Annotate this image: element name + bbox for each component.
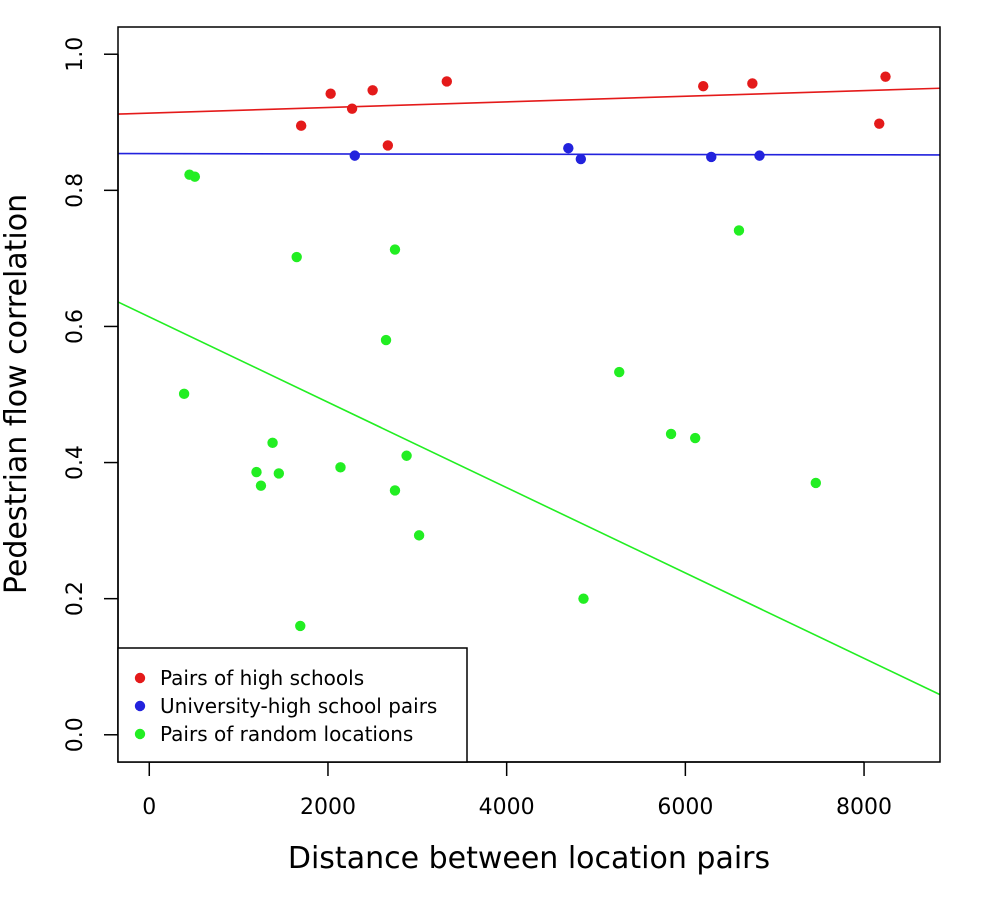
point-series-2-19: [689, 432, 701, 444]
fit-line-series-0: [117, 87, 941, 115]
point-series-1-2: [575, 153, 587, 165]
y-axis-title: Pedestrian flow correlation: [0, 194, 34, 594]
x-axis-title: Distance between location pairs: [288, 841, 770, 876]
point-series-2-2: [178, 388, 190, 400]
y-tick-label: 0.2: [63, 581, 88, 616]
point-series-1-1: [563, 142, 574, 154]
point-series-2-5: [267, 437, 278, 449]
point-series-1-0: [349, 150, 360, 161]
x-axis: 0 2000 4000 6000 8000: [142, 761, 892, 820]
point-series-2-4: [255, 480, 267, 491]
point-series-0-5: [441, 76, 452, 87]
y-tick-label: 0.0: [63, 717, 88, 752]
point-series-2-8: [295, 620, 306, 632]
y-tick-label: 0.4: [63, 445, 88, 480]
point-series-0-4: [382, 140, 394, 151]
legend-marker-1: [134, 700, 146, 712]
point-series-2-3: [251, 466, 262, 478]
point-series-2-18: [665, 428, 677, 440]
y-tick-label: 0.8: [63, 173, 88, 208]
point-series-0-3: [367, 85, 378, 96]
point-series-0-8: [874, 118, 885, 129]
point-series-2-17: [614, 366, 625, 378]
point-series-2-7: [291, 251, 302, 263]
point-series-2-11: [389, 244, 401, 255]
point-series-1-3: [706, 151, 717, 163]
legend: Pairs of high schools University-high sch…: [117, 647, 468, 763]
legend-marker-0: [134, 672, 146, 684]
point-series-2-20: [733, 225, 745, 236]
fit-line-series-2: [117, 301, 941, 696]
legend-label-2: Pairs of random locations: [160, 722, 413, 746]
x-tick-label: 8000: [836, 795, 892, 820]
x-tick-label: 0: [142, 795, 156, 820]
fit-line-series-1: [117, 152, 941, 156]
x-tick-label: 6000: [657, 795, 713, 820]
point-series-2-6: [273, 468, 285, 479]
legend-label-1: University-high school pairs: [160, 694, 437, 718]
point-series-2-14: [413, 530, 425, 541]
data-points: [178, 71, 891, 662]
point-series-2-1: [189, 171, 201, 182]
point-series-2-21: [810, 477, 822, 489]
point-series-0-0: [295, 120, 307, 131]
legend-box: [117, 647, 468, 763]
legend-label-0: Pairs of high schools: [160, 666, 364, 690]
point-series-0-7: [747, 78, 758, 89]
point-series-0-6: [698, 81, 709, 92]
point-series-0-9: [880, 71, 891, 82]
legend-marker-2: [134, 728, 146, 740]
x-tick-label: 4000: [479, 795, 535, 820]
point-series-2-10: [380, 334, 392, 346]
point-series-2-13: [401, 450, 412, 461]
point-series-0-1: [325, 88, 336, 99]
point-series-1-4: [754, 150, 765, 161]
point-series-2-16: [578, 593, 589, 604]
y-tick-label: 0.6: [63, 309, 88, 344]
fit-lines: [117, 87, 941, 696]
point-series-2-9: [335, 462, 346, 473]
y-tick-label: 1.0: [63, 37, 88, 72]
x-tick-label: 2000: [300, 795, 356, 820]
y-axis: 0.0 0.2 0.4 0.6 0.8 1.0: [63, 37, 119, 752]
point-series-0-2: [346, 103, 358, 114]
point-series-2-12: [389, 485, 401, 496]
